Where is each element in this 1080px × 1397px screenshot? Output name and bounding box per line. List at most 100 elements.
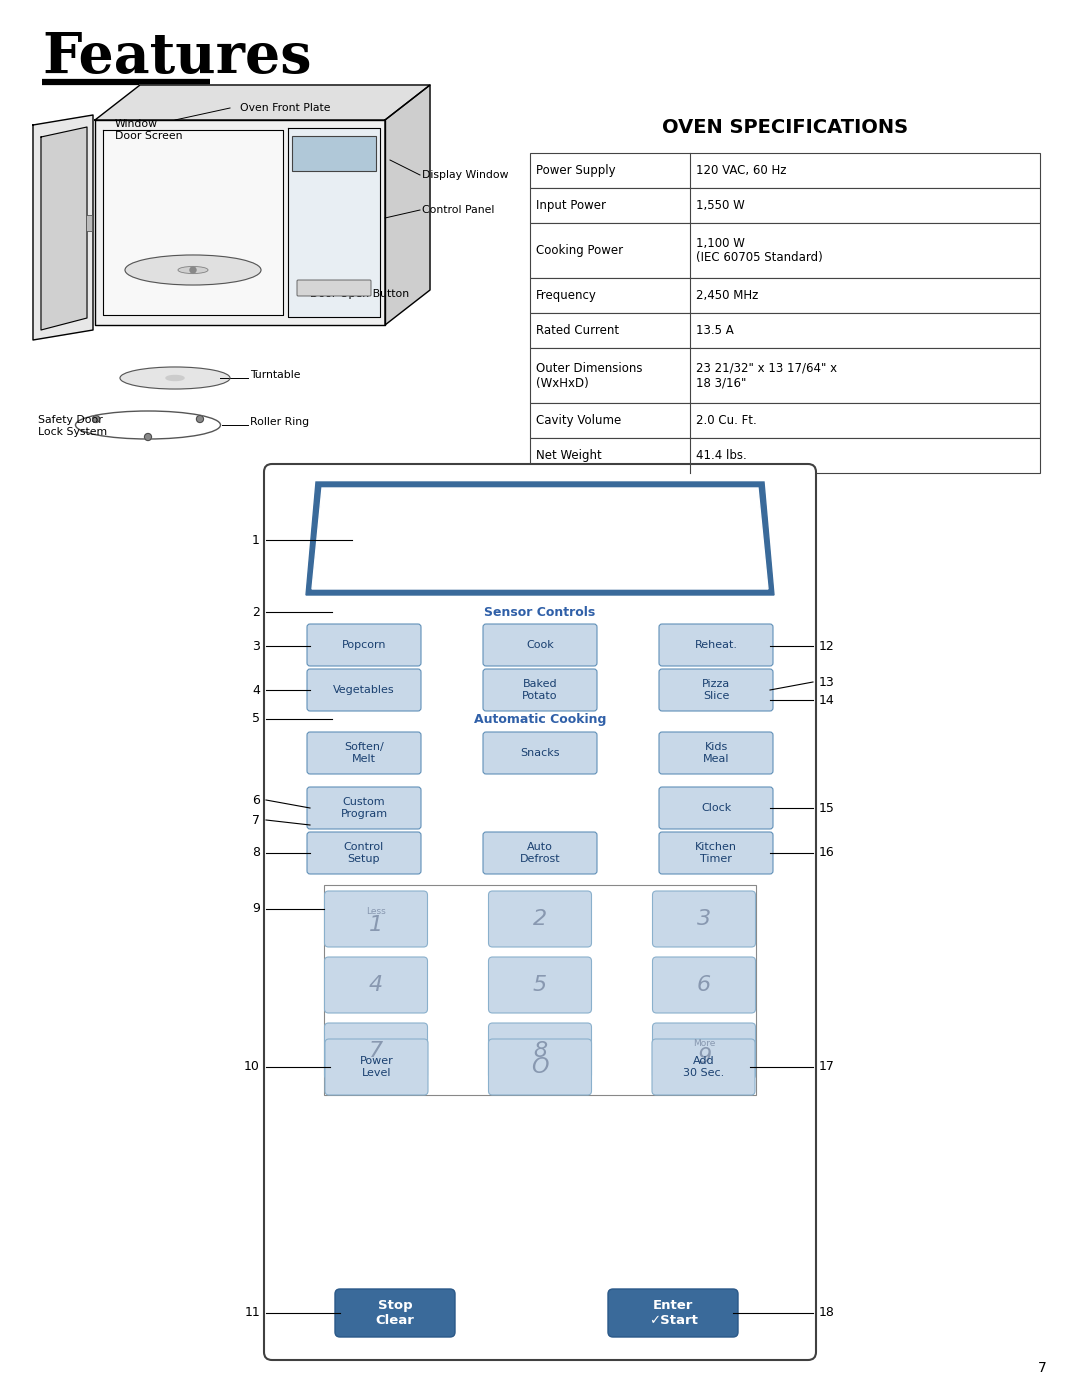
Text: 11: 11 (244, 1306, 260, 1320)
Bar (530, 439, 1040, 474)
Text: Power
Level: Power Level (360, 1056, 393, 1078)
Circle shape (93, 415, 99, 422)
FancyBboxPatch shape (659, 624, 773, 666)
Text: Add
30 Sec.: Add 30 Sec. (683, 1056, 724, 1078)
Text: Roller Ring: Roller Ring (249, 416, 309, 427)
FancyBboxPatch shape (488, 1023, 592, 1078)
Text: 3: 3 (252, 640, 260, 652)
FancyBboxPatch shape (307, 669, 421, 711)
Text: 41.4 lbs.: 41.4 lbs. (696, 448, 746, 462)
Text: Features: Features (42, 29, 311, 85)
Bar (530, 278, 1040, 313)
Text: Cook: Cook (526, 640, 554, 650)
FancyBboxPatch shape (652, 1023, 756, 1078)
FancyBboxPatch shape (307, 787, 421, 828)
Text: 2: 2 (252, 605, 260, 619)
Text: Safety Door
Lock System: Safety Door Lock System (38, 415, 107, 437)
Text: OVEN SPECIFICATIONS: OVEN SPECIFICATIONS (662, 117, 908, 137)
Text: Soften/
Melt: Soften/ Melt (345, 742, 383, 764)
FancyBboxPatch shape (335, 1289, 455, 1337)
Circle shape (190, 267, 195, 272)
Text: Rated Current: Rated Current (536, 324, 619, 337)
FancyBboxPatch shape (488, 891, 592, 947)
Text: 16: 16 (819, 847, 835, 859)
Polygon shape (95, 85, 430, 120)
Bar (530, 348, 1040, 402)
Text: Clock: Clock (701, 803, 731, 813)
Text: Auto
Defrost: Auto Defrost (519, 842, 561, 863)
Text: Oven Front Plate: Oven Front Plate (240, 103, 330, 113)
FancyBboxPatch shape (307, 732, 421, 774)
Text: 9: 9 (252, 902, 260, 915)
Ellipse shape (178, 267, 208, 274)
Bar (292, 136, 376, 170)
Bar (530, 189, 1040, 224)
FancyBboxPatch shape (483, 732, 597, 774)
Text: Door Seal: Door Seal (38, 162, 91, 172)
Text: Vegetables: Vegetables (334, 685, 395, 694)
Text: 4: 4 (252, 683, 260, 697)
FancyBboxPatch shape (652, 891, 756, 947)
Text: Stop
Clear: Stop Clear (376, 1299, 415, 1327)
FancyBboxPatch shape (483, 624, 597, 666)
FancyBboxPatch shape (652, 1039, 755, 1095)
Text: 17: 17 (819, 1060, 835, 1073)
Text: Snacks: Snacks (521, 747, 559, 759)
Text: Pizza
Slice: Pizza Slice (702, 679, 730, 701)
Text: Sensor Controls: Sensor Controls (484, 605, 596, 619)
Text: Control
Setup: Control Setup (343, 842, 384, 863)
Polygon shape (306, 482, 774, 595)
Text: 13.5 A: 13.5 A (696, 324, 733, 337)
FancyBboxPatch shape (297, 279, 372, 296)
FancyBboxPatch shape (608, 1289, 738, 1337)
Text: Popcorn: Popcorn (341, 640, 387, 650)
Text: 1: 1 (369, 915, 383, 935)
FancyBboxPatch shape (652, 957, 756, 1013)
Text: Net Weight: Net Weight (536, 448, 602, 462)
Text: 1,100 W
(IEC 60705 Standard): 1,100 W (IEC 60705 Standard) (696, 236, 823, 264)
Polygon shape (312, 488, 768, 590)
Text: 120 VAC, 60 Hz: 120 VAC, 60 Hz (696, 163, 786, 177)
FancyBboxPatch shape (324, 1023, 428, 1078)
FancyBboxPatch shape (659, 833, 773, 875)
FancyBboxPatch shape (488, 957, 592, 1013)
Polygon shape (288, 129, 380, 317)
FancyBboxPatch shape (264, 464, 816, 1361)
Text: Power Supply: Power Supply (536, 163, 616, 177)
Text: 10: 10 (244, 1060, 260, 1073)
Text: Cavity Volume: Cavity Volume (536, 414, 621, 427)
Text: O: O (531, 1058, 549, 1077)
Text: Less: Less (366, 907, 386, 915)
Ellipse shape (125, 256, 261, 285)
Bar (530, 402, 1040, 439)
Text: Door Open Button: Door Open Button (310, 289, 409, 299)
Text: Window
Door Screen: Window Door Screen (114, 119, 183, 141)
Text: 1,550 W: 1,550 W (696, 198, 745, 212)
FancyBboxPatch shape (307, 833, 421, 875)
Bar (530, 154, 1040, 189)
Ellipse shape (120, 367, 230, 388)
Text: 6: 6 (252, 793, 260, 806)
Text: Input Power: Input Power (536, 198, 606, 212)
Text: Kids
Meal: Kids Meal (703, 742, 729, 764)
FancyBboxPatch shape (659, 732, 773, 774)
Text: 5: 5 (532, 975, 548, 995)
Text: 13: 13 (819, 676, 835, 689)
Text: 2.0 Cu. Ft.: 2.0 Cu. Ft. (696, 414, 757, 427)
Bar (324, 886, 756, 1095)
Text: Turntable: Turntable (249, 370, 300, 380)
FancyBboxPatch shape (659, 787, 773, 828)
Text: 23 21/32" x 13 17/64" x
18 3/16": 23 21/32" x 13 17/64" x 18 3/16" (696, 362, 837, 390)
Text: 7: 7 (252, 813, 260, 827)
Text: 7: 7 (1038, 1361, 1047, 1375)
Text: 18: 18 (819, 1306, 835, 1320)
Text: 1: 1 (252, 534, 260, 546)
Polygon shape (41, 127, 87, 330)
Text: 14: 14 (819, 693, 835, 707)
Text: Cooking Power: Cooking Power (536, 244, 623, 257)
Text: 8: 8 (252, 847, 260, 859)
FancyBboxPatch shape (325, 1039, 428, 1095)
Text: 3: 3 (697, 909, 711, 929)
FancyBboxPatch shape (488, 1039, 592, 1095)
Text: Control Panel: Control Panel (422, 205, 495, 215)
